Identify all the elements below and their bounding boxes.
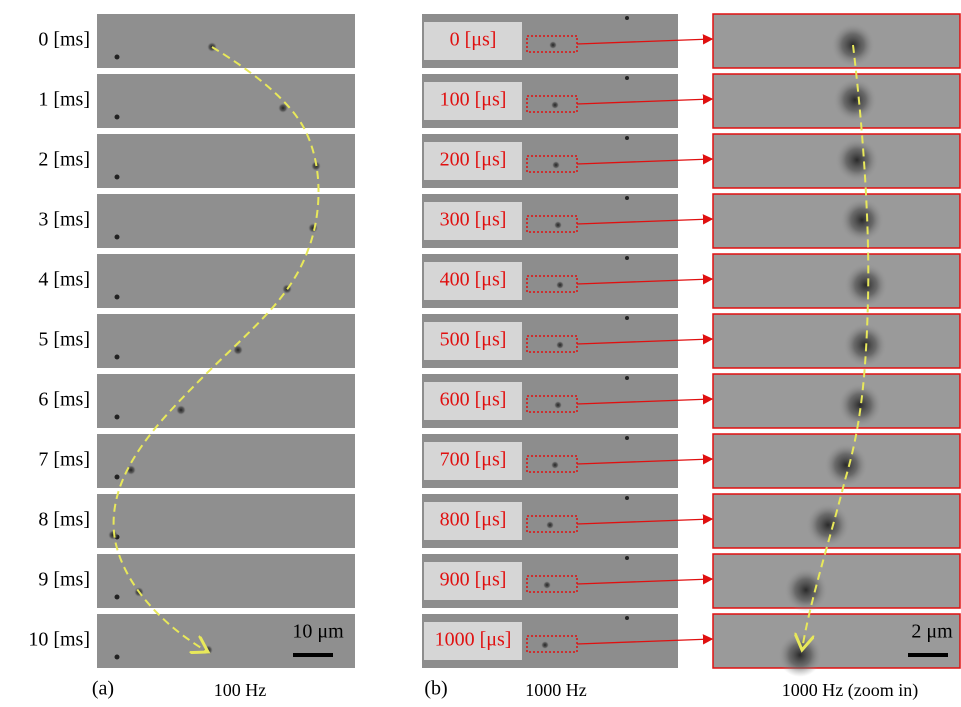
debris (625, 316, 629, 320)
frame-image (97, 374, 355, 428)
zoom-image (713, 314, 960, 368)
time-label: 6 [ms] (38, 389, 90, 411)
frame-image (97, 314, 355, 368)
debris (625, 496, 629, 500)
debris (115, 295, 120, 300)
frame-image (97, 74, 355, 128)
debris (625, 556, 629, 560)
panel-label: (a) (92, 678, 114, 700)
particle (203, 645, 213, 655)
scale-bar-label: 2 μm (911, 621, 953, 643)
particle (546, 521, 554, 529)
particle (835, 138, 879, 182)
debris (625, 256, 629, 260)
debris (625, 436, 629, 440)
particle (176, 405, 186, 415)
frame-image (97, 14, 355, 68)
debris (115, 115, 120, 120)
time-label: 8 [ms] (38, 509, 90, 531)
debris (625, 16, 629, 20)
frame-image (97, 194, 355, 248)
particle (543, 581, 551, 589)
time-label: 0 [ms] (38, 29, 90, 51)
time-label: 300 [μs] (440, 209, 507, 231)
time-label: 10 [ms] (28, 629, 90, 651)
panels: 0 [ms] 0 [μs] 1 [ms] 100 [μs] 2 [ms] 200 [μs]… (28, 14, 960, 677)
debris (115, 55, 120, 60)
zoom-image (713, 194, 960, 248)
time-label: 100 [μs] (440, 89, 507, 111)
particle (551, 461, 559, 469)
time-label: 800 [μs] (440, 509, 507, 531)
time-label: 2 [ms] (38, 149, 90, 171)
debris (115, 175, 120, 180)
debris (625, 136, 629, 140)
caption: 1000 Hz (525, 680, 587, 700)
frame-image (97, 554, 355, 608)
debris (625, 376, 629, 380)
debris (115, 655, 120, 660)
frame-image (97, 494, 355, 548)
time-label: 1000 [μs] (435, 629, 512, 651)
scale-bar-label: 10 μm (292, 621, 344, 643)
particle (308, 223, 318, 233)
particle (840, 198, 884, 242)
particle (556, 341, 564, 349)
frame-image (97, 254, 355, 308)
particle (552, 161, 560, 169)
zoom-image (713, 374, 960, 428)
time-label: 200 [μs] (440, 149, 507, 171)
debris (625, 76, 629, 80)
time-label: 9 [ms] (38, 569, 90, 591)
frame-image (97, 434, 355, 488)
caption: 100 Hz (214, 680, 267, 700)
debris (115, 475, 120, 480)
particle (554, 221, 562, 229)
particle (556, 281, 564, 289)
time-label: 5 [ms] (38, 329, 90, 351)
zoom-image (713, 254, 960, 308)
particle (541, 641, 549, 649)
figure: 0 [ms] 0 [μs] 1 [ms] 100 [μs] 2 [ms] 200 [μs]… (0, 0, 961, 707)
time-label: 900 [μs] (440, 569, 507, 591)
debris (115, 595, 120, 600)
particle (551, 101, 559, 109)
particle (778, 633, 822, 677)
time-label: 7 [ms] (38, 449, 90, 471)
particle (784, 568, 828, 612)
caption: 1000 Hz (zoom in) (782, 680, 918, 701)
time-label: 0 [μs] (450, 29, 497, 51)
time-label: 500 [μs] (440, 329, 507, 351)
panel-label: (b) (424, 678, 447, 700)
debris (115, 355, 120, 360)
debris (115, 415, 120, 420)
time-label: 400 [μs] (440, 269, 507, 291)
debris (625, 616, 629, 620)
scale-bar (293, 653, 333, 657)
particle (824, 443, 868, 487)
particle (844, 263, 888, 307)
particle (838, 383, 882, 427)
time-label: 700 [μs] (440, 449, 507, 471)
zoom-image (713, 554, 960, 608)
time-label: 1 [ms] (38, 89, 90, 111)
debris (115, 235, 120, 240)
scale-bar (908, 653, 948, 657)
time-label: 3 [ms] (38, 209, 90, 231)
particle (554, 401, 562, 409)
particle (833, 78, 877, 122)
particle (549, 41, 557, 49)
time-label: 4 [ms] (38, 269, 90, 291)
debris (625, 196, 629, 200)
time-label: 600 [μs] (440, 389, 507, 411)
